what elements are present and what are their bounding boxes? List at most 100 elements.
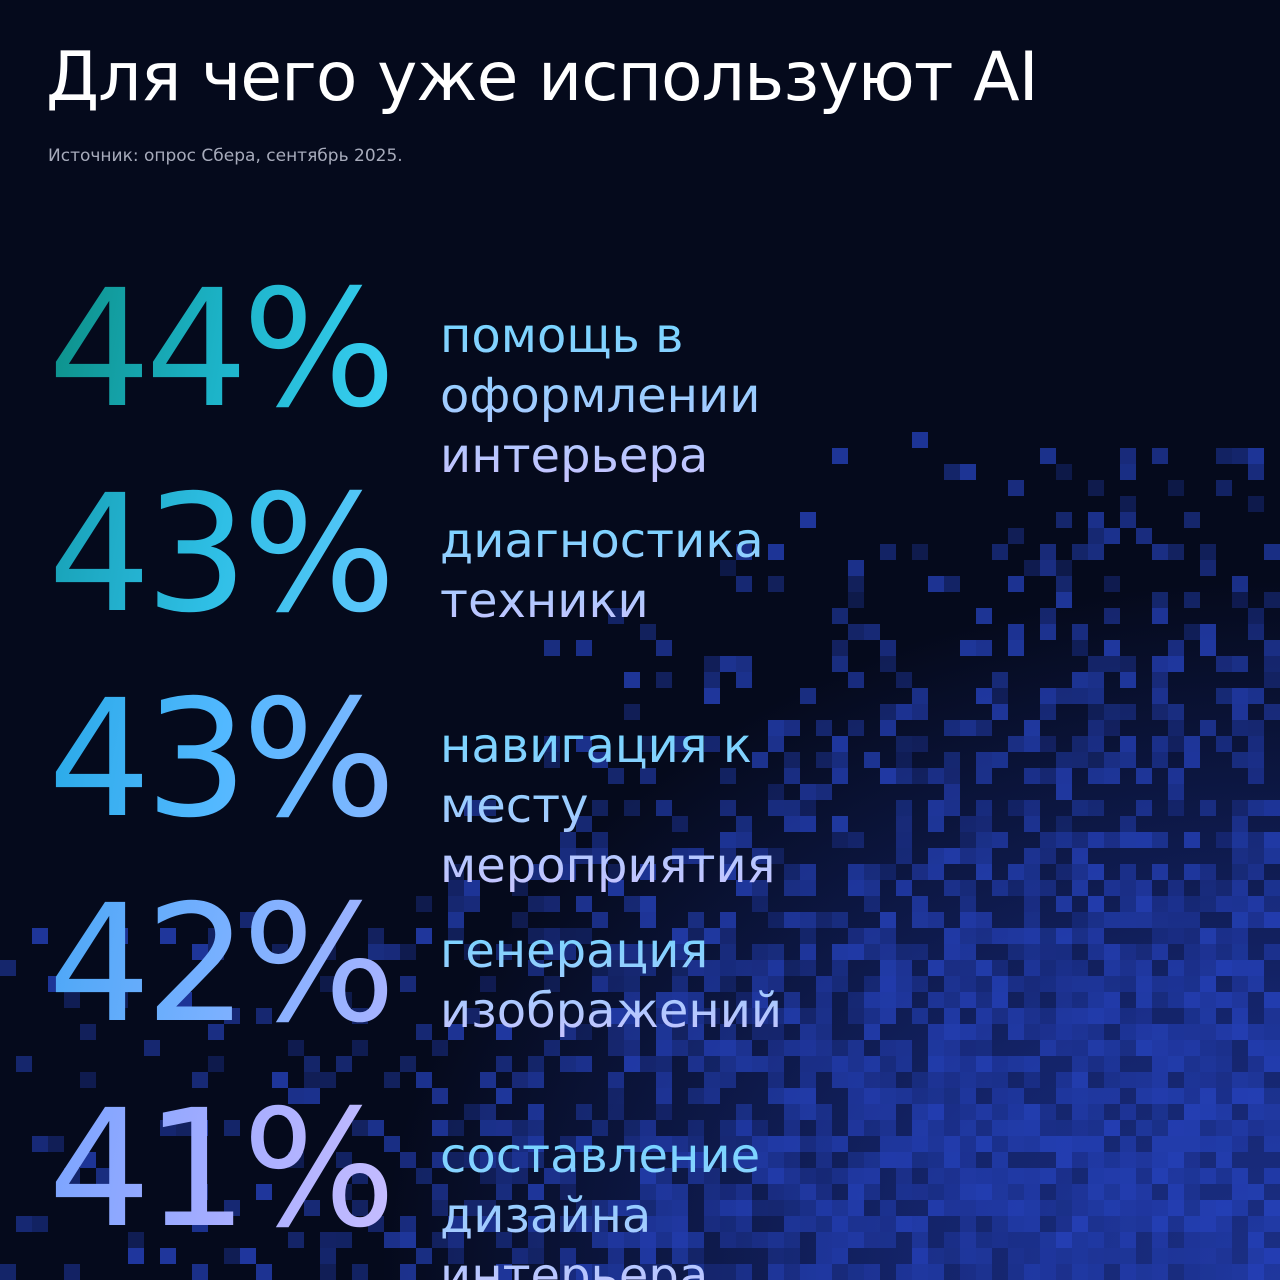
pixel: [1104, 1008, 1120, 1024]
pixel: [1264, 544, 1280, 560]
pixel: [432, 1184, 448, 1200]
pixel: [704, 1088, 720, 1104]
pixel: [1152, 1232, 1168, 1248]
pixel: [832, 736, 848, 752]
pixel: [1184, 864, 1200, 880]
pixel: [1168, 784, 1184, 800]
pixel: [720, 656, 736, 672]
pixel: [1088, 944, 1104, 960]
pixel: [1136, 1072, 1152, 1088]
pixel: [80, 1024, 96, 1040]
pixel: [1088, 480, 1104, 496]
pixel: [992, 1136, 1008, 1152]
pixel: [1088, 720, 1104, 736]
pixel: [96, 1168, 112, 1184]
pixel: [1136, 800, 1152, 816]
pixel: [1248, 896, 1264, 912]
pixel: [992, 1200, 1008, 1216]
pixel: [912, 1216, 928, 1232]
pixel: [1056, 992, 1072, 1008]
pixel: [848, 928, 864, 944]
pixel: [560, 1168, 576, 1184]
pixel: [1008, 1008, 1024, 1024]
pixel: [1120, 736, 1136, 752]
pixel: [592, 1200, 608, 1216]
pixel: [224, 1248, 240, 1264]
pixel: [1264, 1264, 1280, 1280]
pixel: [192, 1264, 208, 1280]
pixel: [752, 896, 768, 912]
pixel: [384, 1136, 400, 1152]
pixel: [1200, 1136, 1216, 1152]
pixel: [1168, 768, 1184, 784]
pixel: [656, 1184, 672, 1200]
pixel: [496, 944, 512, 960]
pixel: [736, 1056, 752, 1072]
pixel: [1040, 1168, 1056, 1184]
pixel: [1008, 576, 1024, 592]
pixel: [624, 1056, 640, 1072]
pixel: [1024, 976, 1040, 992]
pixel: [752, 976, 768, 992]
pixel: [768, 1184, 784, 1200]
pixel: [1200, 960, 1216, 976]
stat-label: диагностика техники: [440, 513, 764, 629]
pixel: [1216, 1248, 1232, 1264]
pixel: [816, 1184, 832, 1200]
pixel: [656, 640, 672, 656]
pixel: [656, 1056, 672, 1072]
pixel: [960, 1104, 976, 1120]
pixel: [832, 1264, 848, 1280]
pixel: [1120, 1008, 1136, 1024]
pixel: [768, 1200, 784, 1216]
pixel: [368, 1216, 384, 1232]
pixel: [960, 1200, 976, 1216]
pixel: [1232, 880, 1248, 896]
pixel: [832, 1136, 848, 1152]
pixel: [640, 1168, 656, 1184]
pixel: [1184, 1248, 1200, 1264]
pixel: [704, 1072, 720, 1088]
pixel: [912, 896, 928, 912]
pixel: [1008, 1248, 1024, 1264]
pixel: [624, 976, 640, 992]
pixel: [1104, 608, 1120, 624]
pixel: [320, 1264, 336, 1280]
pixel: [1216, 928, 1232, 944]
pixel: [1104, 1040, 1120, 1056]
pixel: [368, 1120, 384, 1136]
pixel: [1056, 1024, 1072, 1040]
pixel: [1264, 1056, 1280, 1072]
pixel: [752, 752, 768, 768]
pixel: [448, 880, 464, 896]
pixel: [624, 944, 640, 960]
pixel: [1168, 800, 1184, 816]
pixel: [1088, 1120, 1104, 1136]
pixel: [928, 1120, 944, 1136]
pixel: [800, 1136, 816, 1152]
pixel: [896, 832, 912, 848]
pixel: [752, 1120, 768, 1136]
pixel: [1264, 1008, 1280, 1024]
pixel: [784, 720, 800, 736]
pixel: [784, 960, 800, 976]
pixel: [240, 912, 256, 928]
pixel: [800, 928, 816, 944]
pixel: [864, 944, 880, 960]
pixel: [1008, 624, 1024, 640]
pixel: [1040, 688, 1056, 704]
pixel: [752, 1136, 768, 1152]
pixel: [1104, 656, 1120, 672]
pixel: [1024, 1056, 1040, 1072]
pixel: [944, 1040, 960, 1056]
pixel: [1200, 1216, 1216, 1232]
pixel: [1120, 896, 1136, 912]
pixel: [560, 1248, 576, 1264]
pixel: [928, 992, 944, 1008]
pixel: [1008, 736, 1024, 752]
pixel: [224, 1120, 240, 1136]
pixel: [1232, 720, 1248, 736]
pixel: [720, 560, 736, 576]
pixel: [448, 928, 464, 944]
pixel: [1088, 528, 1104, 544]
